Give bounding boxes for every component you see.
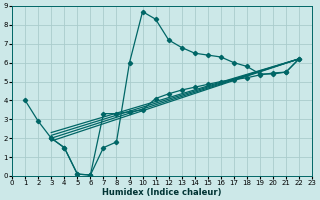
X-axis label: Humidex (Indice chaleur): Humidex (Indice chaleur) [102, 188, 222, 197]
